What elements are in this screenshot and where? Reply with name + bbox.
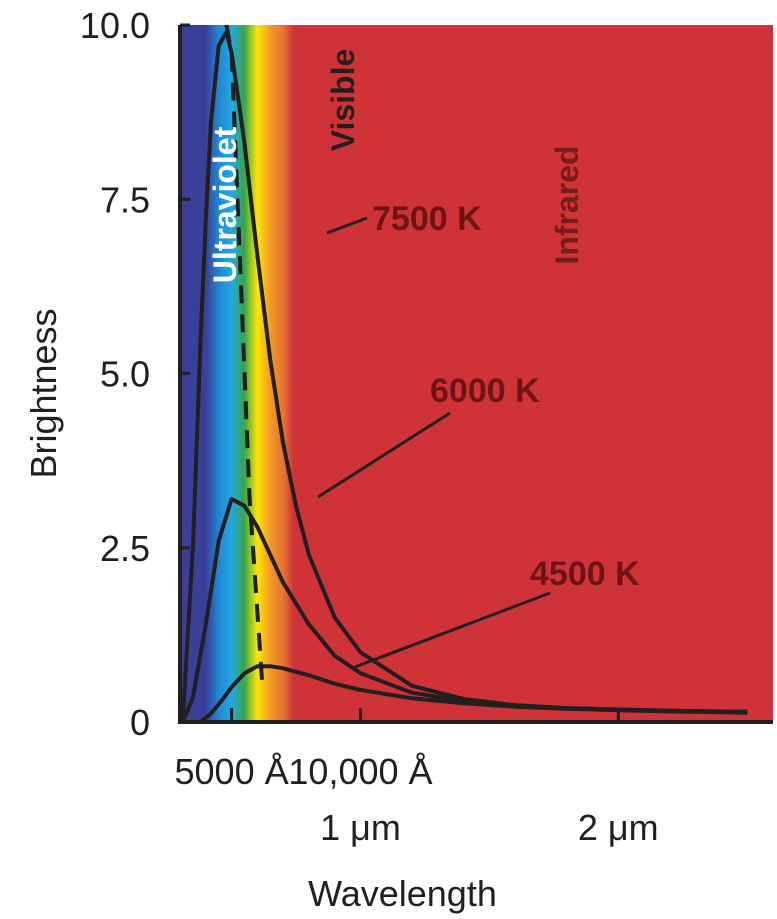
y-tick-label: 10.0 xyxy=(80,5,150,46)
y-tick-label: 0 xyxy=(130,702,150,743)
y-axis-title: Brightness xyxy=(23,308,64,478)
series-label-4500-k: 4500 K xyxy=(530,555,640,593)
y-tick-label: 5.0 xyxy=(100,354,150,395)
region-label-visible: Visible xyxy=(325,49,361,152)
series-label-leader xyxy=(354,591,551,669)
x-tick-label: 5000 Å xyxy=(175,751,289,792)
labels-layer: Ultraviolet Visible Infrared 7500 K 6000 K 45… xyxy=(207,49,640,669)
plot-background xyxy=(180,25,773,722)
y-tick-label: 7.5 xyxy=(100,179,150,220)
region-label-infrared: Infrared xyxy=(549,145,585,264)
axes-layer: 0 2.5 5.0 7.5 10.0 5000 Å 10,000 Å 1 μm 2 μm Wave… xyxy=(23,5,773,914)
x-axis-title: Wavelength xyxy=(308,873,497,914)
x-tick-label: 2 μm xyxy=(578,807,659,848)
curves-layer xyxy=(180,24,748,724)
series-label-6000-k: 6000 K xyxy=(430,372,540,410)
y-tick-label: 2.5 xyxy=(100,528,150,569)
series-4500-k-line xyxy=(199,664,748,724)
series-peak-line xyxy=(224,24,265,688)
region-label-ultraviolet: Ultraviolet xyxy=(207,126,243,283)
x-tick-label: 1 μm xyxy=(320,807,401,848)
x-tick-label: 10,000 Å xyxy=(288,751,432,792)
series-label-7500-k: 7500 K xyxy=(372,200,482,238)
series-label-leader xyxy=(317,411,451,499)
series-label-leader xyxy=(326,216,368,235)
